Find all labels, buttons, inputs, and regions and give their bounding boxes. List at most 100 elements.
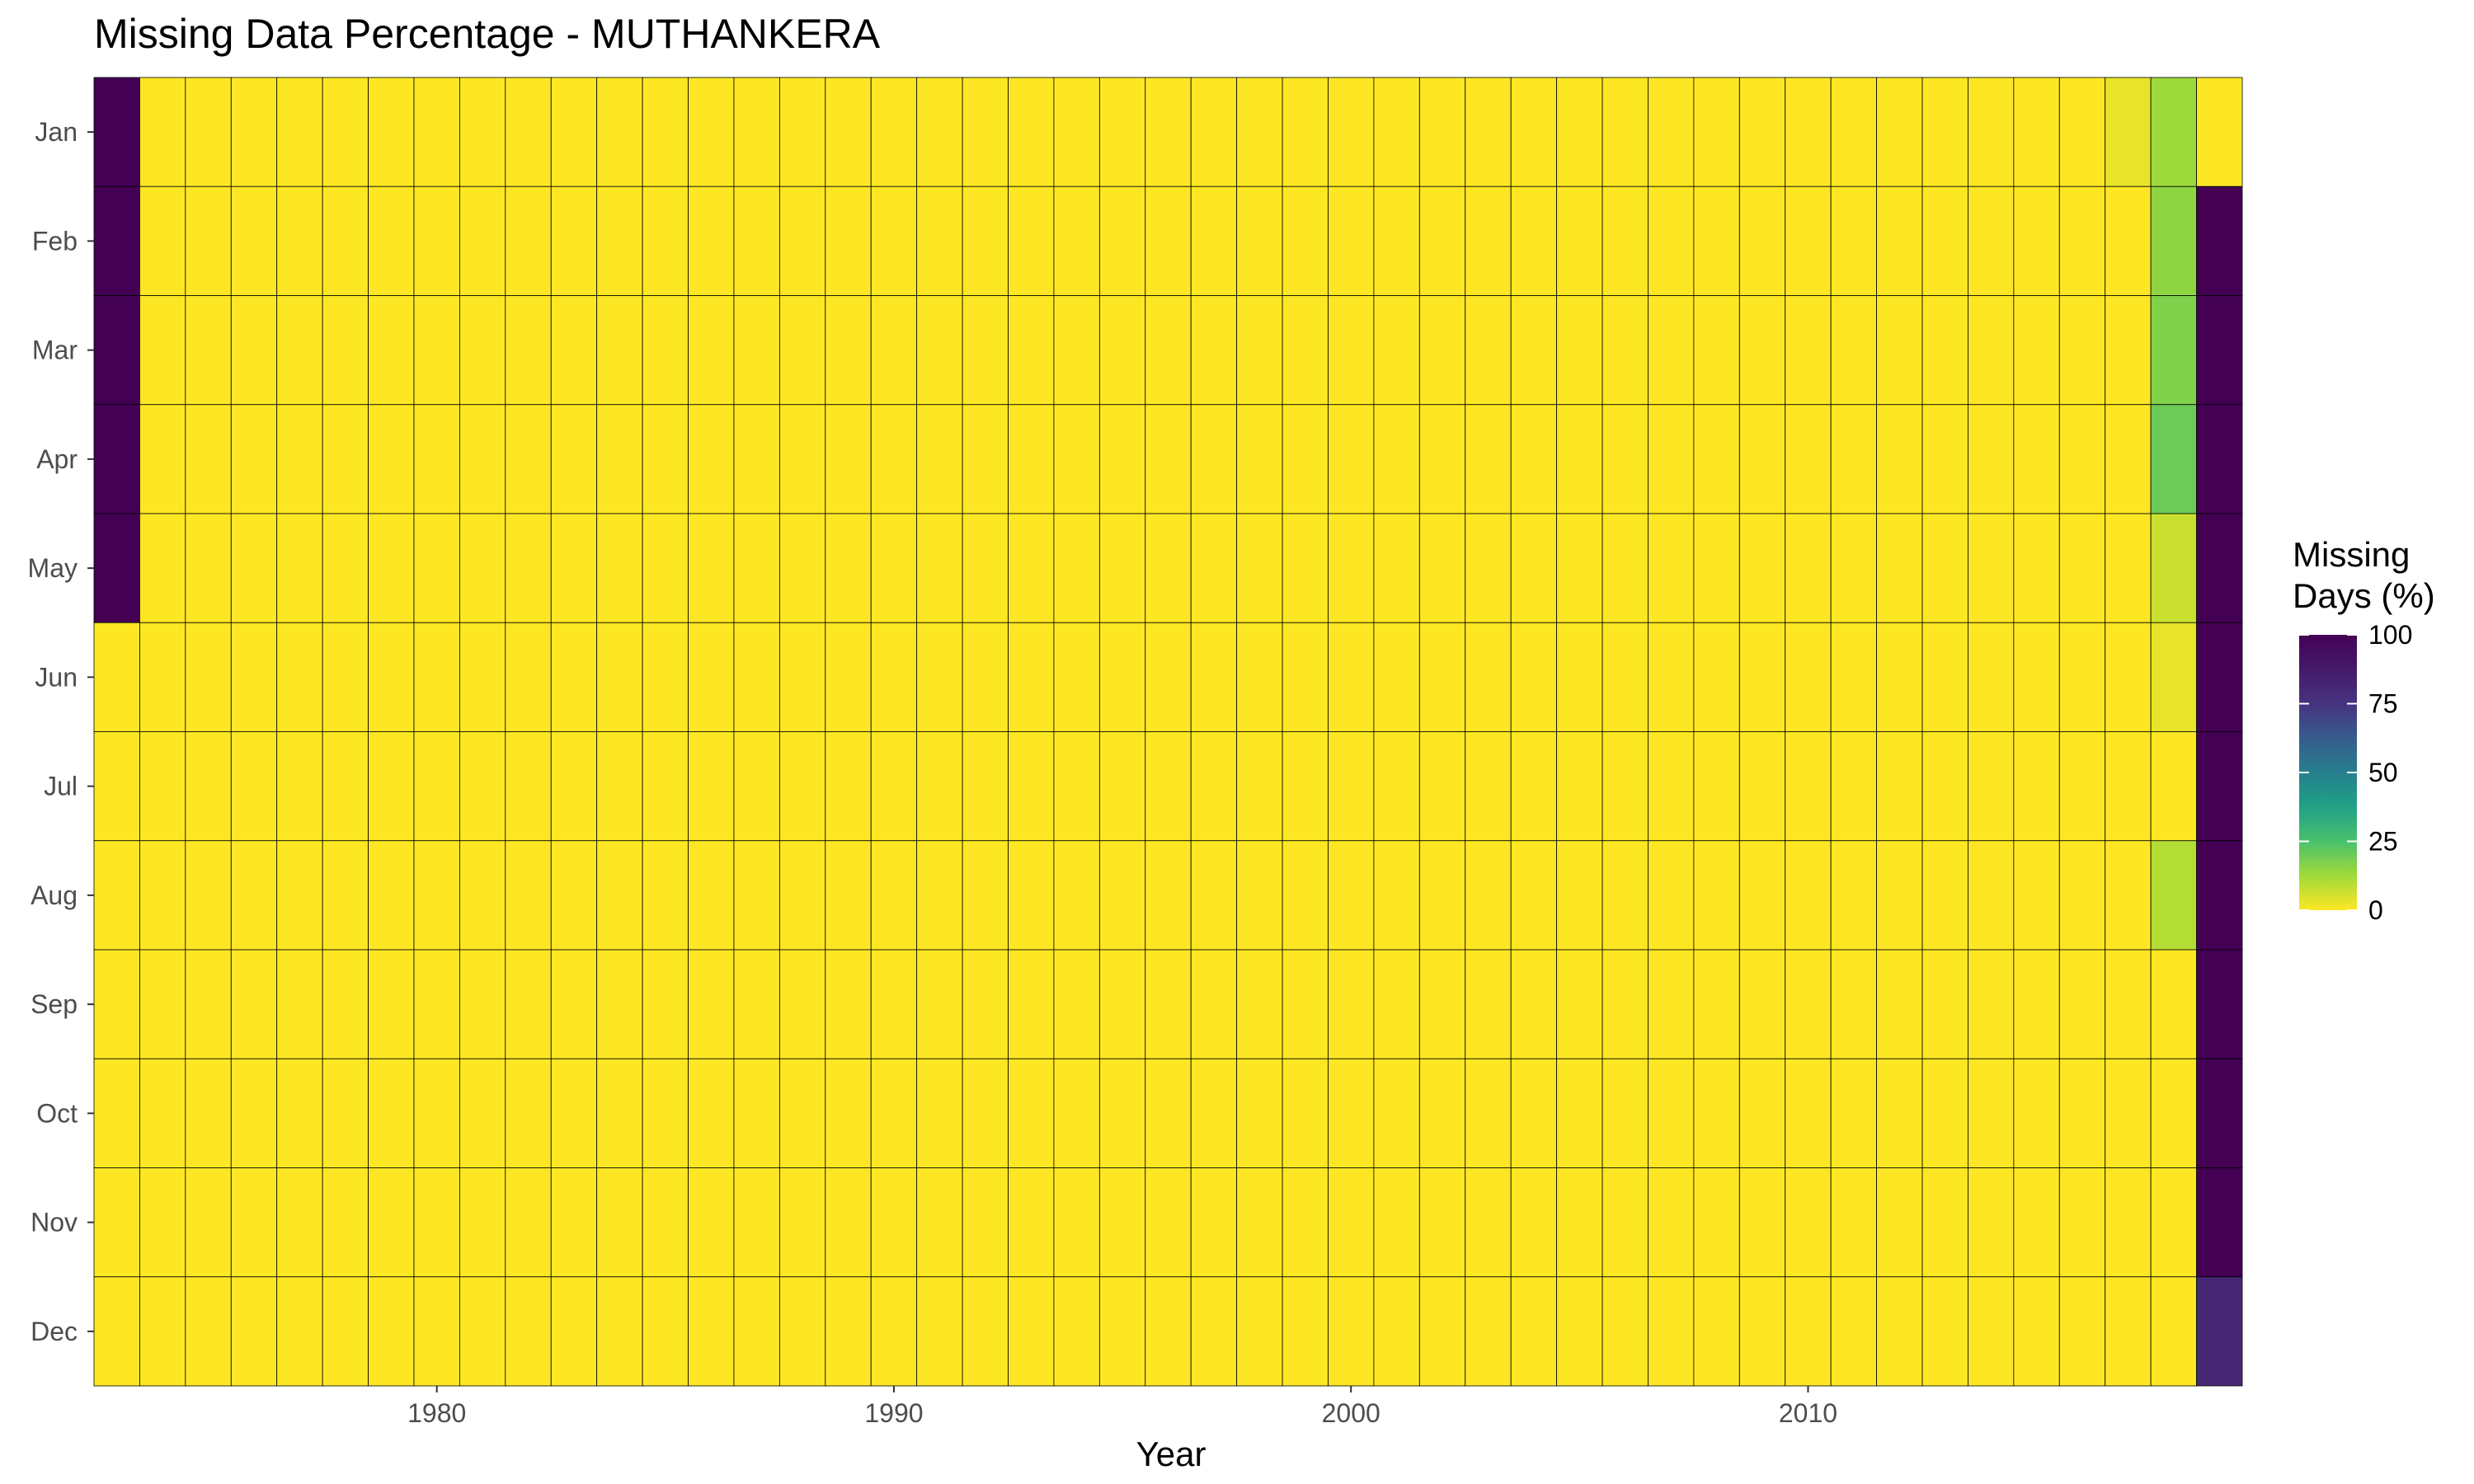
heatmap-cell-2004-oct: [1510, 1058, 1558, 1168]
heatmap-cell-1984-may: [596, 513, 643, 623]
heatmap-cell-1979-aug: [368, 840, 415, 951]
heatmap-cell-1976-jul: [230, 731, 278, 842]
heatmap-cell-2016-feb: [2058, 186, 2106, 296]
heatmap-cell-1981-apr: [459, 404, 506, 514]
heatmap-cell-1997-apr: [1190, 404, 1238, 514]
heatmap-cell-1990-sep: [870, 949, 918, 1059]
heatmap-cell-1980-sep: [413, 949, 460, 1059]
heatmap-cell-2018-sep: [2150, 949, 2197, 1059]
heatmap-cell-1998-aug: [1236, 840, 1283, 951]
heatmap-cell-1989-mar: [825, 295, 872, 406]
heatmap-cell-2010-feb: [1785, 186, 1832, 296]
heatmap-cell-2011-nov: [1830, 1167, 1877, 1278]
heatmap-cell-1998-jun: [1236, 622, 1283, 732]
heatmap-cell-2010-jan: [1785, 77, 1832, 187]
heatmap-cell-1976-mar: [230, 295, 278, 406]
heatmap-cell-1990-mar: [870, 295, 918, 406]
y-tick-label-jun: Jun: [35, 662, 78, 692]
heatmap-cell-2001-jul: [1373, 731, 1420, 842]
heatmap-cell-1996-aug: [1145, 840, 1192, 951]
heatmap-cell-1978-jan: [322, 77, 369, 187]
heatmap-cell-2005-jul: [1556, 731, 1603, 842]
heatmap-cell-2005-may: [1556, 513, 1603, 623]
heatmap-cell-2010-jun: [1785, 622, 1832, 732]
y-axis: Jan Feb Mar Apr May Jun Jul Aug Sep Oct Nov Dec: [28, 117, 94, 1346]
heatmap-cell-1984-sep: [596, 949, 643, 1059]
heatmap-cell-1994-dec: [1053, 1276, 1100, 1387]
heatmap-cell-2019-may: [2196, 513, 2243, 623]
heatmap-cell-2009-apr: [1738, 404, 1786, 514]
heatmap-cell-1973-oct: [93, 1058, 140, 1168]
heatmap-cell-2007-dec: [1648, 1276, 1695, 1387]
heatmap-cell-1998-feb: [1236, 186, 1283, 296]
heatmap-cell-2014-may: [1968, 513, 2015, 623]
x-tick-label-2010: 2010: [1779, 1398, 1837, 1428]
heatmap-cell-1999-nov: [1282, 1167, 1329, 1278]
heatmap-cell-1989-dec: [825, 1276, 872, 1387]
heatmap-cell-1976-jun: [230, 622, 278, 732]
heatmap-cell-2001-sep: [1373, 949, 1420, 1059]
heatmap-cell-2016-dec: [2058, 1276, 2106, 1387]
heatmap-cell-1977-dec: [276, 1276, 323, 1387]
heatmap-cell-1999-sep: [1282, 949, 1329, 1059]
heatmap-cell-1991-aug: [916, 840, 963, 951]
heatmap-cell-2001-jun: [1373, 622, 1420, 732]
heatmap-cell-1997-jun: [1190, 622, 1238, 732]
heatmap-cell-2014-apr: [1968, 404, 2015, 514]
heatmap-cell-1999-may: [1282, 513, 1329, 623]
heatmap-cell-1980-nov: [413, 1167, 460, 1278]
heatmap-cell-2017-oct: [2105, 1058, 2152, 1168]
heatmap-cell-2018-dec: [2150, 1276, 2197, 1387]
heatmap-cell-1980-jun: [413, 622, 460, 732]
y-tick-label-jul: Jul: [44, 772, 78, 801]
heatmap-cell-1998-oct: [1236, 1058, 1283, 1168]
heatmap-cell-2018-jun: [2150, 622, 2197, 732]
heatmap-cell-1978-jul: [322, 731, 369, 842]
y-tick-label-nov: Nov: [31, 1208, 78, 1237]
heatmap-cell-1977-apr: [276, 404, 323, 514]
heatmap-cell-2014-dec: [1968, 1276, 2015, 1387]
x-tick-label-2000: 2000: [1322, 1398, 1380, 1428]
heatmap-cell-1980-jul: [413, 731, 460, 842]
heatmap-cell-2007-mar: [1648, 295, 1695, 406]
heatmap-cell-2018-oct: [2150, 1058, 2197, 1168]
heatmap-cell-2014-oct: [1968, 1058, 2015, 1168]
heatmap-cell-2012-apr: [1876, 404, 1923, 514]
heatmap-cell-2011-aug: [1830, 840, 1877, 951]
heatmap-cell-1988-dec: [778, 1276, 826, 1387]
heatmap-cell-2004-feb: [1510, 186, 1558, 296]
heatmap-cell-1998-mar: [1236, 295, 1283, 406]
heatmap-cell-1992-aug: [962, 840, 1009, 951]
heatmap-cell-2010-sep: [1785, 949, 1832, 1059]
heatmap-cell-1994-apr: [1053, 404, 1100, 514]
heatmap-cell-1978-feb: [322, 186, 369, 296]
heatmap-cell-2009-jan: [1738, 77, 1786, 187]
heatmap-cell-2011-feb: [1830, 186, 1877, 296]
heatmap-cell-2011-jan: [1830, 77, 1877, 187]
heatmap-cell-1979-apr: [368, 404, 415, 514]
heatmap-cell-1982-sep: [505, 949, 552, 1059]
heatmap-cell-1996-mar: [1145, 295, 1192, 406]
heatmap-cell-1999-dec: [1282, 1276, 1329, 1387]
heatmap-cell-1983-dec: [550, 1276, 598, 1387]
heatmap-cell-2012-jan: [1876, 77, 1923, 187]
y-tick-label-feb: Feb: [32, 226, 78, 256]
heatmap-cell-1985-apr: [642, 404, 689, 514]
y-tick-label-aug: Aug: [31, 881, 78, 910]
heatmap-cell-1985-dec: [642, 1276, 689, 1387]
heatmap-cell-1976-jan: [230, 77, 278, 187]
heatmap-cell-2018-jan: [2150, 77, 2197, 187]
heatmap-cell-2017-jul: [2105, 731, 2152, 842]
heatmap-cell-2002-apr: [1418, 404, 1466, 514]
heatmap-cell-1995-aug: [1098, 840, 1146, 951]
heatmap-cell-1987-apr: [733, 404, 780, 514]
heatmap-cell-2017-nov: [2105, 1167, 2152, 1278]
heatmap-cell-1989-jan: [825, 77, 872, 187]
heatmap-cell-2014-feb: [1968, 186, 2015, 296]
heatmap-cell-1977-jun: [276, 622, 323, 732]
heatmap-cell-2010-mar: [1785, 295, 1832, 406]
heatmap-cell-1994-may: [1053, 513, 1100, 623]
heatmap-cell-1996-oct: [1145, 1058, 1192, 1168]
heatmap-cell-1984-oct: [596, 1058, 643, 1168]
heatmap-cell-2013-dec: [1921, 1276, 1968, 1387]
